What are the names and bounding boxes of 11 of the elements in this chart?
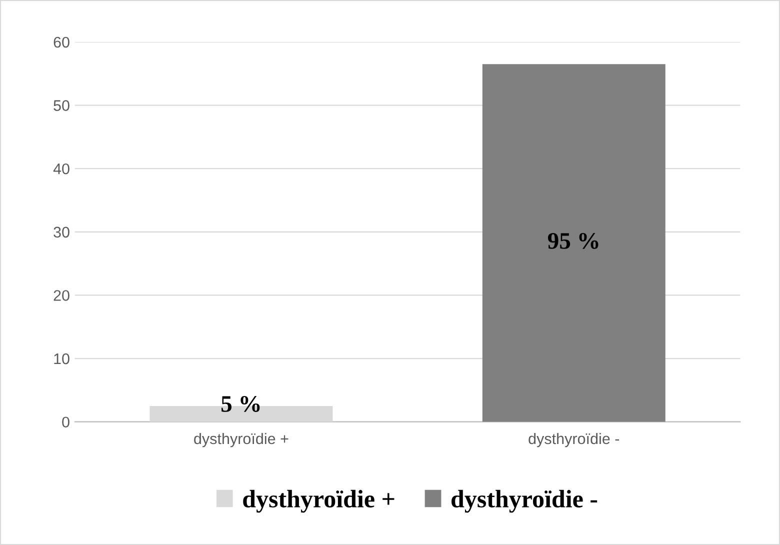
y-tick-label: 50 [54,100,70,111]
y-tick-label: 10 [54,353,70,364]
legend-label: dysthyroïdie + [243,490,394,513]
y-tick-label: 30 [54,226,70,238]
annotation: 95 % [548,232,598,249]
annotation: 5 % [222,396,260,412]
legend-label: dysthyroïdie - [452,490,598,513]
y-tick-label: 40 [53,163,70,174]
y-tick-label: 0 [62,416,70,428]
y-tick-label: 20 [54,290,70,301]
y-tick-label: 60 [54,36,70,48]
